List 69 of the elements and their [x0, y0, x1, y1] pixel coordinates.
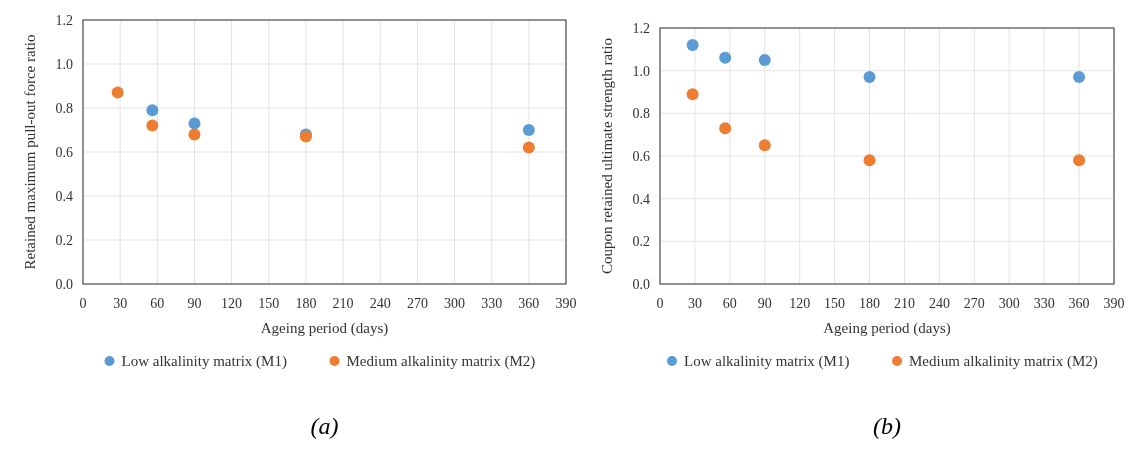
- x-axis-title: Ageing period (days): [823, 320, 951, 337]
- x-tick-label: 330: [481, 296, 503, 311]
- y-axis-title: Coupon retained ultimate strength ratio: [599, 38, 615, 274]
- x-tick-label: 90: [187, 296, 202, 311]
- point: [1073, 154, 1086, 167]
- x-tick-label: 240: [928, 296, 950, 311]
- x-tick-label: 360: [1068, 296, 1090, 311]
- x-tick-label: 270: [406, 296, 428, 311]
- point: [686, 39, 699, 52]
- y-tick-label: 0.6: [632, 149, 650, 164]
- y-tick-label: 0.2: [632, 234, 650, 250]
- y-tick-label: 0.8: [55, 101, 73, 116]
- x-tick-label: 300: [444, 296, 466, 311]
- point: [863, 154, 876, 167]
- point: [686, 88, 699, 101]
- point: [146, 119, 159, 132]
- point: [719, 122, 732, 135]
- y-tick-label: 1.0: [55, 57, 73, 72]
- y-tick-label: 1.2: [632, 21, 650, 36]
- x-tick-label: 30: [113, 296, 128, 311]
- x-tick-label: 120: [789, 296, 811, 311]
- y-tick-label: 1.2: [55, 13, 73, 28]
- legend-label: Low alkalinity matrix (M1): [684, 353, 850, 370]
- point: [522, 124, 535, 136]
- point: [111, 86, 124, 99]
- y-tick-label: 0.0: [55, 277, 73, 292]
- point: [146, 104, 159, 117]
- x-tick-label: 180: [295, 296, 317, 311]
- y-tick-label: 0.2: [55, 233, 73, 248]
- x-tick-label: 210: [332, 296, 354, 311]
- y-tick-label: 0.8: [632, 106, 650, 122]
- y-tick-label: 0.0: [632, 277, 650, 292]
- legend-label: Medium alkalinity matrix (M2): [346, 353, 536, 370]
- x-tick-label: 150: [258, 296, 280, 311]
- y-tick-label: 0.6: [55, 145, 73, 160]
- point: [758, 54, 771, 66]
- x-tick-label: 390: [555, 296, 577, 311]
- x-tick-label: 390: [1103, 296, 1125, 311]
- point: [863, 71, 876, 84]
- point: [1073, 71, 1086, 84]
- x-tick-label: 300: [998, 296, 1020, 311]
- point: [758, 139, 771, 152]
- x-tick-label: 0: [656, 296, 664, 311]
- x-tick-label: 330: [1033, 296, 1055, 311]
- text: (a): [310, 413, 339, 439]
- legend-label: Low alkalinity matrix (M1): [121, 353, 287, 370]
- text: (b): [873, 413, 901, 439]
- x-tick-label: 360: [518, 296, 540, 311]
- x-tick-label: 0: [79, 296, 87, 311]
- x-tick-label: 30: [687, 296, 702, 311]
- y-axis-title: Retained maximum pull-out force ratio: [22, 34, 38, 270]
- x-tick-label: 180: [859, 296, 881, 311]
- y-tick-label: 0.4: [55, 189, 73, 204]
- x-tick-label: 150: [824, 296, 846, 311]
- x-tick-label: 210: [893, 296, 915, 311]
- point: [188, 128, 201, 141]
- x-tick-label: 270: [963, 296, 985, 311]
- y-tick-label: 0.4: [632, 191, 650, 207]
- x-axis-title: Ageing period (days): [260, 320, 389, 337]
- legend-label: Medium alkalinity matrix (M2): [909, 353, 1098, 370]
- point: [719, 51, 732, 64]
- x-tick-label: 60: [150, 296, 165, 311]
- point: [188, 117, 201, 130]
- point: [522, 141, 535, 154]
- x-tick-label: 60: [722, 296, 737, 311]
- x-tick-label: 120: [221, 296, 243, 311]
- x-tick-label: 90: [757, 296, 772, 311]
- y-tick-label: 1.0: [632, 63, 650, 79]
- x-tick-label: 240: [369, 296, 391, 311]
